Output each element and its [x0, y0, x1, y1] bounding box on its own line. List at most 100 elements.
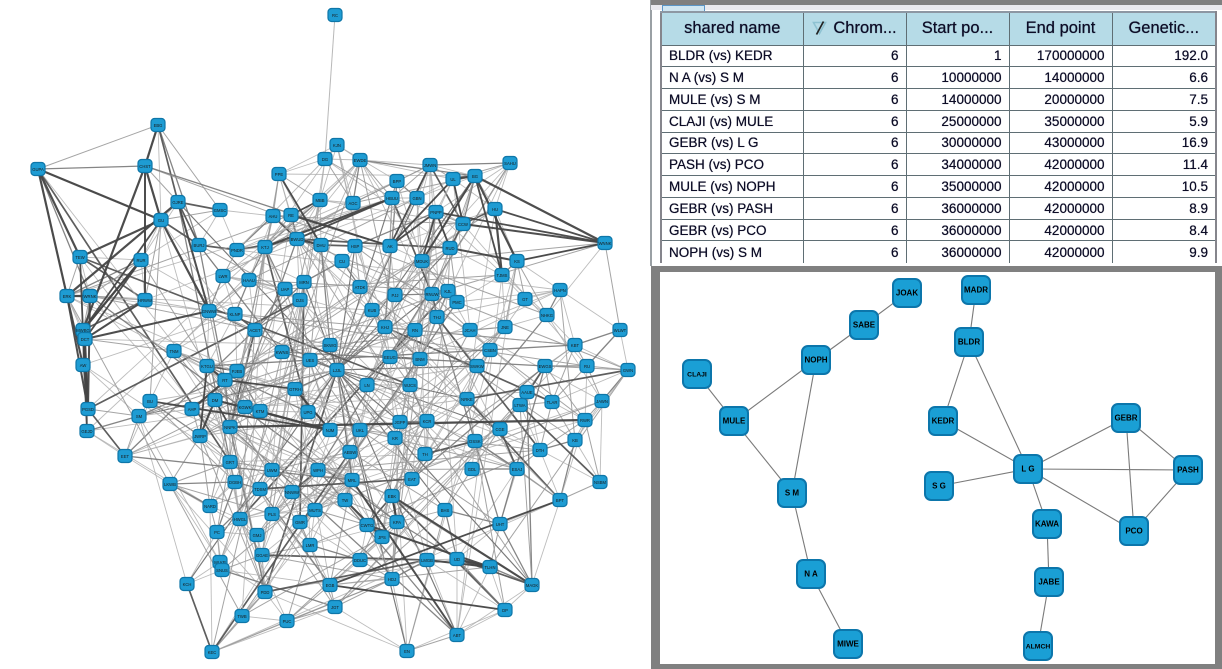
svg-text:JOAK: JOAK: [896, 289, 918, 298]
svg-text:GJRE: GJRE: [172, 200, 183, 205]
svg-text:WLWT: WLWT: [614, 328, 627, 333]
svg-text:BPT: BPT: [556, 498, 565, 503]
svg-text:NNWW: NNWW: [285, 490, 299, 495]
svg-text:BURJ: BURJ: [194, 243, 205, 248]
svg-text:UAP: UAP: [281, 287, 290, 292]
svg-text:PJJ: PJJ: [392, 293, 399, 298]
svg-text:GNWW: GNWW: [202, 309, 216, 314]
svg-text:AEBW: AEBW: [344, 450, 356, 455]
svg-text:JCAH: JCAH: [465, 328, 476, 333]
svg-text:MRL: MRL: [348, 478, 358, 483]
svg-text:GU: GU: [158, 218, 164, 223]
svg-text:NOPH: NOPH: [804, 356, 827, 365]
svg-text:WJCS: WJCS: [404, 383, 416, 388]
svg-text:HAPN: HAPN: [554, 288, 566, 293]
svg-text:GUPA: GUPA: [32, 167, 44, 172]
svg-text:MIWE: MIWE: [837, 640, 859, 649]
svg-text:TWB: TWB: [237, 614, 247, 619]
svg-text:KCR: KCR: [423, 419, 432, 424]
svg-text:S M: S M: [785, 489, 800, 498]
svg-text:JGPP: JGPP: [395, 420, 406, 425]
svg-text:AW: AW: [80, 363, 87, 368]
svg-text:KEC: KEC: [208, 650, 217, 655]
svg-text:AGC: AGC: [348, 201, 357, 206]
svg-text:KTGU: KTGU: [201, 364, 213, 369]
svg-text:NRKE: NRKE: [461, 397, 473, 402]
svg-text:EWGS: EWGS: [539, 364, 552, 369]
svg-text:PDD: PDD: [261, 590, 270, 595]
svg-text:TH: TH: [422, 452, 428, 457]
svg-text:JMWN: JMWN: [424, 163, 437, 168]
svg-text:AHP: AHP: [188, 407, 197, 412]
svg-text:NNPK: NNPK: [224, 425, 236, 430]
svg-text:SABE: SABE: [853, 321, 876, 330]
svg-text:GT: GT: [522, 297, 528, 302]
svg-text:SAHU: SAHU: [504, 161, 516, 166]
svg-text:UPG: UPG: [303, 410, 312, 415]
svg-text:DHU: DHU: [316, 243, 325, 248]
svg-text:KHJ: KHJ: [381, 325, 389, 330]
svg-text:BLDR: BLDR: [958, 338, 980, 347]
svg-text:GWN: GWN: [623, 368, 633, 373]
svg-text:HDJ: HDJ: [388, 577, 396, 582]
svg-text:KR: KR: [392, 436, 398, 441]
svg-text:PASH: PASH: [1177, 466, 1199, 475]
svg-text:UKL: UKL: [356, 428, 365, 433]
svg-text:AAUE: AAUE: [521, 390, 533, 395]
svg-text:UWM: UWM: [267, 468, 278, 473]
svg-text:PUC: PUC: [283, 619, 292, 624]
svg-text:NSBM: NSBM: [594, 480, 607, 485]
svg-text:NJM: NJM: [326, 428, 335, 433]
svg-text:MDUK: MDUK: [416, 259, 429, 264]
svg-text:PNPP: PNPP: [430, 210, 442, 215]
svg-text:HWGL: HWGL: [234, 517, 247, 522]
svg-text:JGT: JGT: [331, 605, 339, 610]
svg-text:LTWA: LTWA: [514, 403, 525, 408]
svg-text:KAWA: KAWA: [1035, 520, 1059, 529]
svg-text:JPS: JPS: [378, 535, 386, 540]
svg-text:EN: EN: [404, 649, 410, 654]
svg-text:PJEB: PJEB: [232, 369, 243, 374]
svg-text:ERK: ERK: [63, 294, 72, 299]
svg-text:GGAE: GGAE: [256, 553, 268, 558]
svg-text:HAAU: HAAU: [243, 278, 255, 283]
svg-text:SNUS: SNUS: [216, 568, 228, 573]
svg-text:KTM: KTM: [256, 409, 265, 414]
svg-text:HRWW: HRWW: [138, 298, 152, 303]
svg-text:AHU: AHU: [269, 214, 278, 219]
svg-text:KJN: KJN: [333, 143, 341, 148]
svg-text:TLAR: TLAR: [547, 400, 558, 405]
svg-text:ATDK: ATDK: [355, 285, 366, 290]
svg-text:ACET: ACET: [249, 328, 261, 333]
svg-text:EWDE: EWDE: [354, 158, 367, 163]
svg-text:AK: AK: [387, 244, 393, 249]
svg-text:DCT: DCT: [81, 337, 90, 342]
svg-text:THJ: THJ: [433, 315, 441, 320]
svg-text:PGSD: PGSD: [82, 407, 94, 412]
svg-text:BG: BG: [472, 174, 478, 179]
svg-text:RUR: RUR: [136, 258, 145, 263]
svg-text:LMGB: LMGB: [421, 558, 433, 563]
svg-text:DDUC: DDUC: [354, 558, 366, 563]
svg-text:BPP: BPP: [393, 179, 402, 184]
svg-text:ALMCH: ALMCH: [1026, 644, 1051, 651]
svg-text:GEJD: GEJD: [81, 429, 92, 434]
svg-text:KPA: KPA: [393, 520, 401, 525]
svg-text:L G: L G: [1021, 465, 1034, 474]
svg-text:TEW: TEW: [75, 255, 84, 260]
svg-text:MAGK: MAGK: [526, 583, 539, 588]
svg-text:GMR: GMR: [295, 520, 305, 525]
svg-text:DSSK: DSSK: [469, 439, 481, 444]
svg-text:DGBH: DGBH: [229, 480, 241, 485]
svg-text:UHT: UHT: [496, 522, 505, 527]
svg-text:KUB: KUB: [368, 308, 377, 313]
svg-text:KWNS: KWNS: [276, 350, 289, 355]
svg-text:KB: KB: [572, 438, 578, 443]
svg-text:RN: RN: [412, 328, 418, 333]
svg-text:GTRH: GTRH: [289, 387, 301, 392]
svg-text:CU: CU: [339, 259, 345, 264]
svg-text:EBK: EBK: [388, 494, 397, 499]
svg-text:UES: UES: [306, 358, 315, 363]
svg-text:PPE: PPE: [275, 172, 284, 177]
svg-text:PMC: PMC: [452, 300, 461, 305]
